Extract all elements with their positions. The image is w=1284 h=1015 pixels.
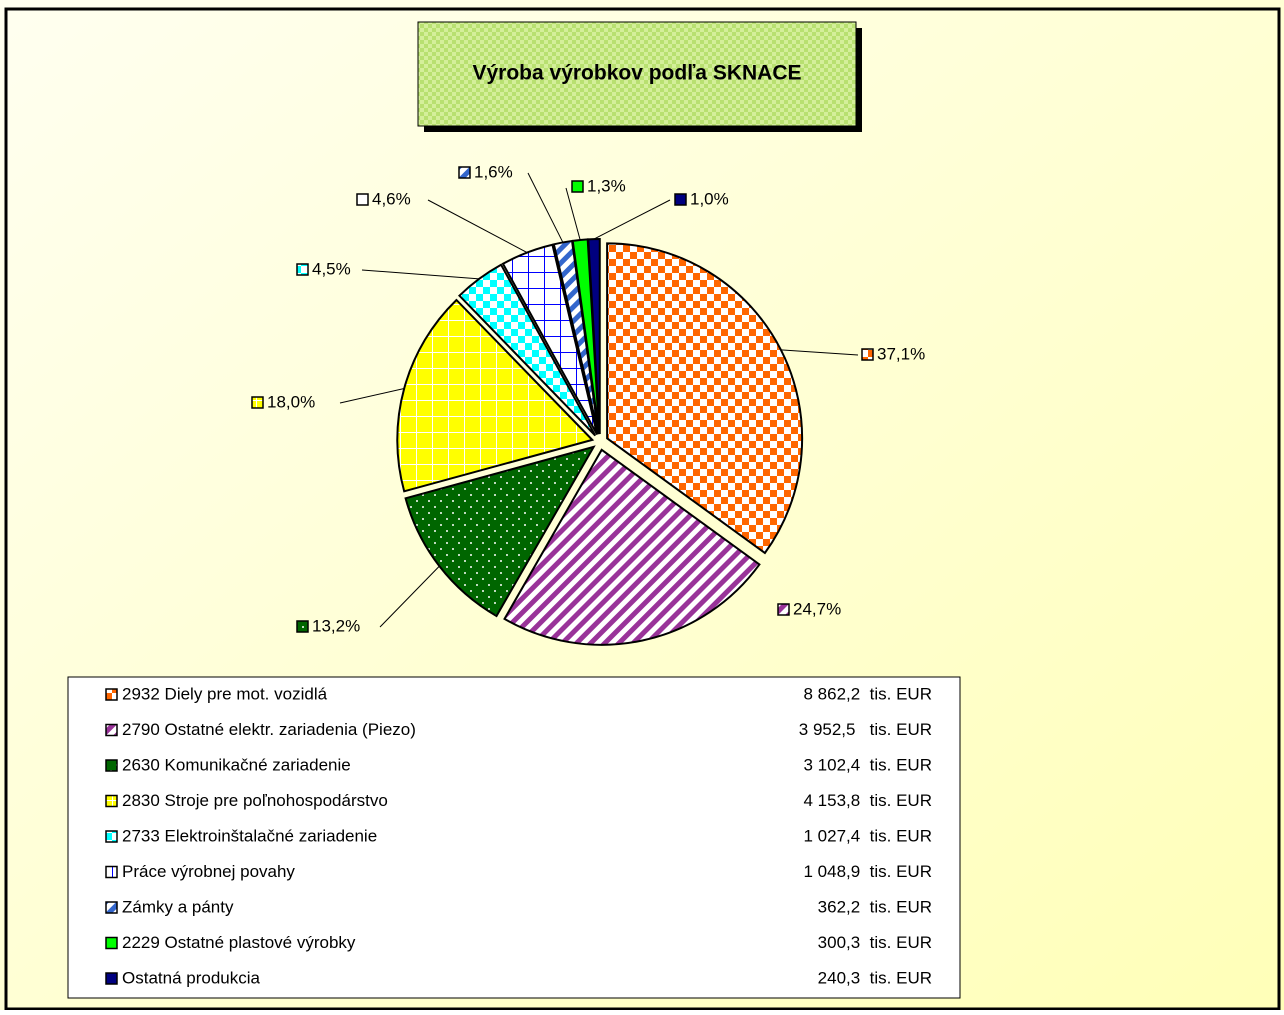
label-swatch [296,620,309,633]
legend-swatch [105,794,118,808]
label-swatch [861,348,874,361]
legend-amount: 240,3 tis. EUR [818,968,932,987]
legend-swatch [105,830,118,843]
legend-amount: 1 027,4 tis. EUR [803,826,932,845]
data-label: 1,3% [587,176,626,195]
leader-line [527,172,564,243]
data-label: 1,0% [690,189,729,208]
label-swatch [571,180,584,193]
legend-amount: 3 102,4 tis. EUR [803,755,932,774]
legend-amount: 362,2 tis. EUR [818,897,932,916]
legend-amount: 1 048,9 tis. EUR [803,862,932,881]
leader-line [427,199,528,253]
chart-title: Výroba výrobkov podľa SKNACE [473,62,802,85]
data-label: 24,7% [793,599,841,618]
label-swatch [356,193,369,206]
label-swatch [251,396,264,409]
legend-amount: 8 862,2 tis. EUR [803,684,932,703]
legend-amount: 300,3 tis. EUR [818,933,932,952]
legend-label: 2229 Ostatné plastové výrobky [122,933,356,952]
label-swatch [777,603,790,616]
legend-label: 2830 Stroje pre poľnohospodárstvo [122,791,388,810]
legend-amount: 3 952,5 tis. EUR [799,720,932,739]
data-label: 18,0% [267,392,315,411]
label-swatch [458,166,471,179]
label-swatch [674,193,687,206]
pie-slice [606,242,804,555]
data-label: 1,6% [474,162,513,181]
leader-line [361,269,480,280]
legend-swatch [105,759,118,772]
leader-line [339,388,405,404]
legend-swatch [105,723,118,737]
frame [4,7,1281,1011]
legend-label: Zámky a pánty [122,897,234,916]
legend-swatch [105,688,118,701]
legend-swatch [105,972,118,985]
legend-label: 2630 Komunikačné zariadenie [122,755,351,774]
legend-label: 2733 Elektroinštalačné zariadenie [122,826,377,845]
legend-swatch [105,865,118,879]
pie-slice [501,243,599,436]
pie-slice [587,238,601,435]
legend-label: 2790 Ostatné elektr. zariadenia (Piezo) [122,720,416,739]
legend-swatch [105,901,118,914]
legend-swatch [105,936,118,950]
title-box [417,21,857,127]
pie-slice [457,263,597,437]
data-label: 4,6% [372,189,411,208]
legend-label: Ostatná produkcia [122,968,261,987]
legend-box [67,676,961,999]
legend-label: 2932 Diely pre mot. vozidlá [122,684,328,703]
leader-line [565,187,581,241]
leader-line [593,199,671,240]
pie-slice [503,448,761,646]
label-swatch [296,263,309,276]
leader-line [379,565,440,628]
legend-label: Práce výrobnej povahy [122,862,295,881]
legend-amount: 4 153,8 tis. EUR [803,791,932,810]
leader-line [780,349,859,356]
data-label: 37,1% [877,344,925,363]
data-label: 13,2% [312,616,360,635]
data-label: 4,5% [312,259,351,278]
